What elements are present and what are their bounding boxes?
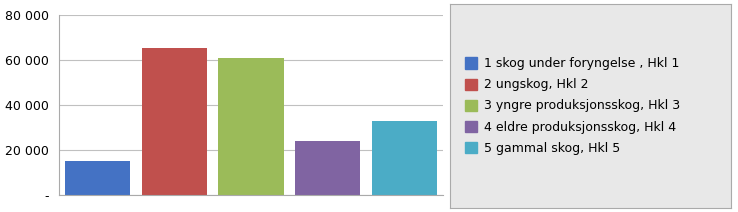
Bar [142,47,207,195]
Legend: 1 skog under foryngelse , Hkl 1, 2 ungskog, Hkl 2, 3 yngre produksjonsskog, Hkl : 1 skog under foryngelse , Hkl 1, 2 ungsk… [465,57,680,155]
Bar [65,161,130,195]
Bar [372,121,437,195]
Bar [218,58,283,195]
Bar [295,141,360,195]
